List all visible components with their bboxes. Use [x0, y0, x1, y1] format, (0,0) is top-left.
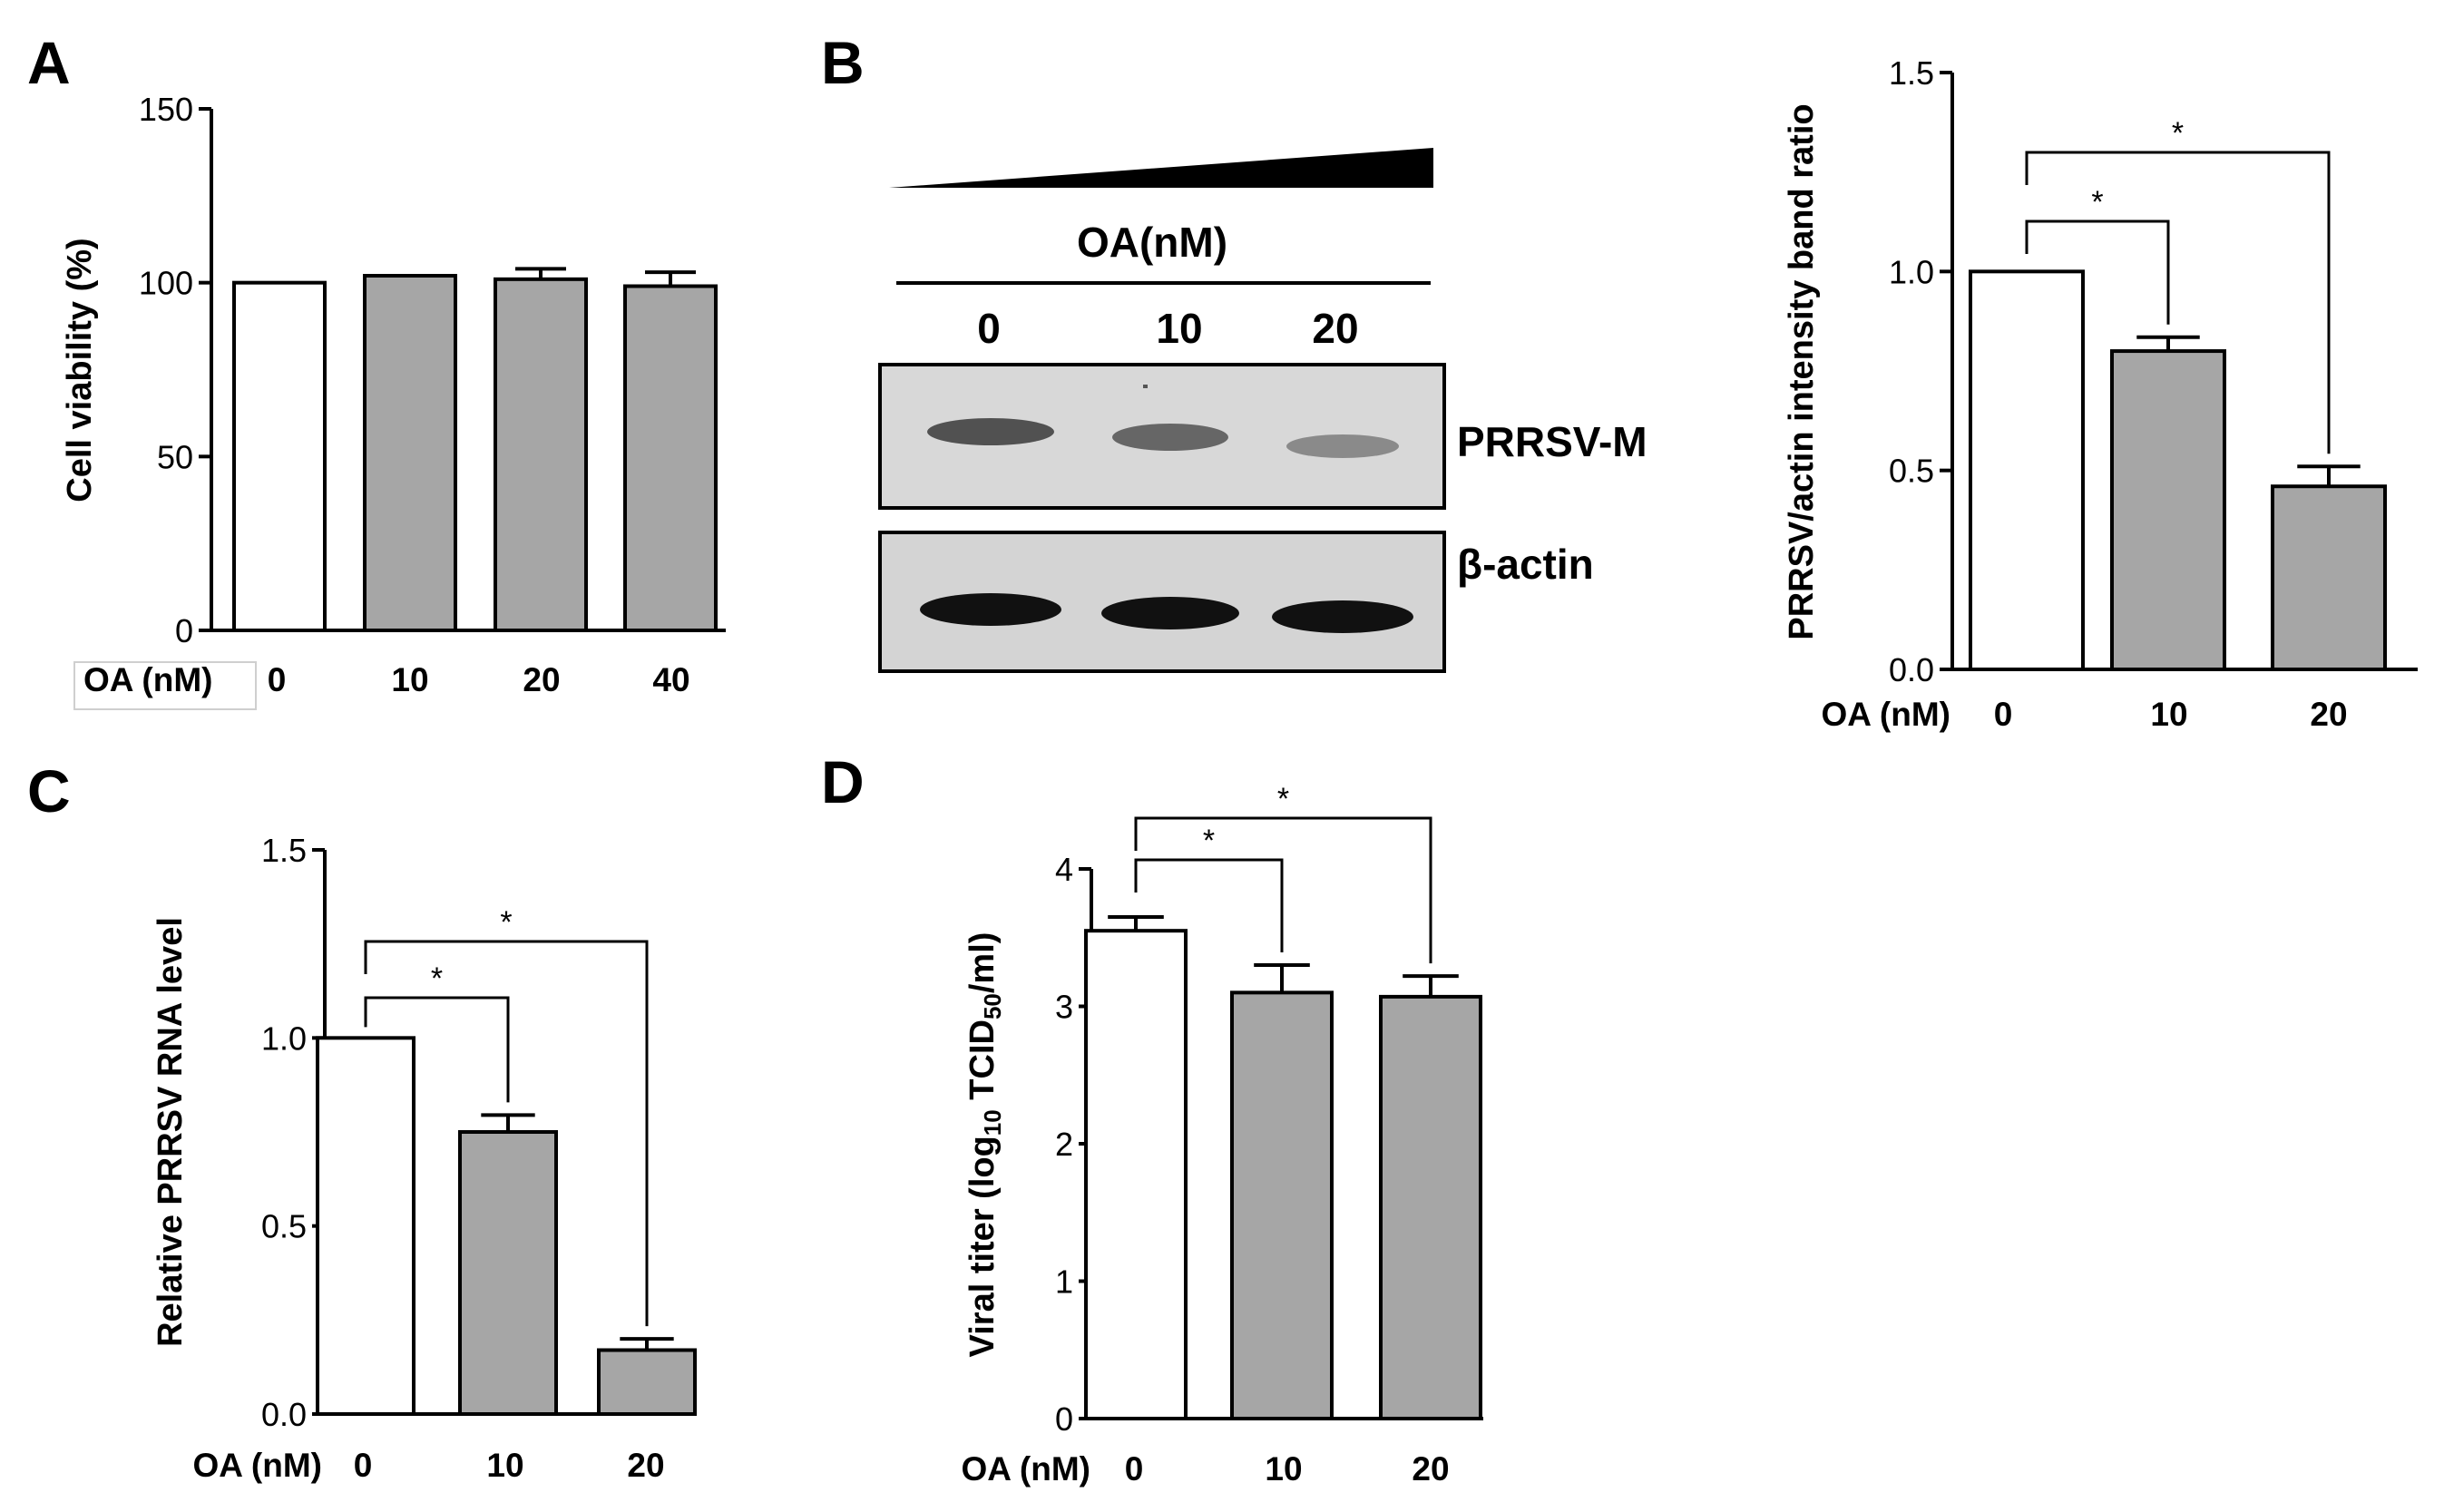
y-tick-label: 2	[1055, 1126, 1073, 1163]
panel-letter-a: A	[27, 29, 71, 96]
y-tick-label: 1	[1055, 1263, 1073, 1301]
significance-star: *	[1203, 824, 1215, 858]
bar	[2110, 349, 2226, 671]
x-tick-label: 10	[391, 661, 428, 698]
wb-band-label-beta-actin: β-actin	[1457, 541, 1594, 588]
chart-cell-viability: 0 50 100 150 0 10 20 40 OA (nM) Cell viability (%…	[61, 91, 726, 710]
x-tick-label: 10	[1265, 1450, 1302, 1488]
y-tick-label: 50	[157, 438, 193, 475]
x-tick-label: 0	[1125, 1450, 1144, 1488]
x-tick-label: 40	[652, 661, 689, 698]
bar	[1230, 990, 1334, 1420]
x-tick-label: 20	[2310, 696, 2347, 733]
y-axis-label-part: TCID	[963, 1019, 1002, 1109]
significance-star: *	[2091, 185, 2103, 219]
y-axis-label-part: /ml)	[963, 932, 1002, 994]
wb-lane-label: 20	[1312, 305, 1358, 352]
y-tick-label: 100	[139, 265, 193, 302]
bar	[1379, 994, 1482, 1421]
y-axis-label-subscript: 50	[979, 993, 1006, 1019]
bar	[597, 1348, 697, 1417]
y-tick-label: 1.0	[261, 1019, 307, 1057]
y-axis-label: Cell viability (%)	[61, 238, 99, 502]
significance-star: *	[1277, 782, 1289, 816]
y-tick-label: 150	[139, 91, 193, 128]
wb-treatment-label: OA(nM)	[1077, 219, 1227, 266]
chart-band-ratio: 0.0 0.5 1.0 1.5 0 10 20 OA (nM) PRRSV/actin inte…	[1783, 54, 2418, 733]
bar	[2271, 484, 2387, 671]
wb-lane-label: 10	[1156, 305, 1202, 352]
panel-letter-c: C	[27, 757, 71, 824]
significance-bracket	[1134, 858, 1284, 953]
y-tick-label: 1.5	[1889, 54, 1934, 92]
x-tick-label: 20	[523, 661, 560, 698]
x-axis-label: OA (nM)	[1822, 696, 1950, 733]
significance-bracket	[2025, 151, 2331, 454]
bar	[316, 1036, 415, 1417]
wb-band	[927, 418, 1054, 445]
significance-bracket	[1134, 816, 1432, 964]
x-tick-label: 0	[354, 1447, 373, 1484]
wb-band-label-prrsv-m: PRRSV-M	[1457, 418, 1647, 465]
x-tick-label: 20	[627, 1447, 664, 1484]
significance-bracket	[2025, 219, 2170, 325]
y-tick-label: 0.5	[1889, 453, 1934, 490]
x-tick-label: 20	[1412, 1450, 1449, 1488]
bar	[363, 274, 457, 632]
wb-band	[920, 593, 1061, 626]
y-tick-label: 3	[1055, 989, 1073, 1026]
y-tick-label: 0	[175, 612, 193, 649]
chart-rna-level: 0.0 0.5 1.0 1.5 0 10 20 OA (nM) Relative PRRSV R…	[152, 832, 697, 1484]
y-tick-label: 0.5	[261, 1208, 307, 1245]
bar	[494, 277, 588, 632]
x-label-box	[73, 661, 257, 710]
y-axis-label: Relative PRRSV RNA level	[152, 917, 190, 1347]
significance-star: *	[500, 905, 512, 940]
x-axis-label: OA (nM)	[962, 1450, 1090, 1488]
x-axis-label: OA (nM)	[193, 1447, 322, 1484]
x-tick-label: 0	[1994, 696, 2013, 733]
wb-lane-label: 0	[977, 305, 1001, 352]
panel-letter-b: B	[821, 29, 865, 96]
significance-bracket	[364, 940, 649, 1327]
wb-speck	[1143, 385, 1148, 388]
bar	[232, 280, 327, 632]
western-blot: OA(nM) 0 10 20 PRRSV-M β-actin	[878, 148, 1647, 673]
wb-band	[1286, 434, 1399, 458]
wb-band	[1101, 597, 1239, 629]
concentration-gradient-wedge	[889, 148, 1433, 188]
bar	[458, 1130, 558, 1416]
bar	[623, 284, 718, 632]
significance-star: *	[431, 961, 443, 996]
wb-band	[1272, 600, 1413, 633]
significance-star: *	[2172, 116, 2184, 151]
y-axis-label: Viral titer (log10 TCID50/ml)	[963, 932, 1006, 1358]
y-tick-label: 1.5	[261, 832, 307, 869]
y-tick-label: 4	[1055, 851, 1073, 888]
x-tick-label: 10	[2150, 696, 2187, 733]
panel-letter-d: D	[821, 748, 865, 815]
x-tick-label: 10	[486, 1447, 523, 1484]
y-tick-label: 0.0	[261, 1396, 307, 1433]
x-tick-label: 0	[268, 661, 287, 698]
significance-bracket	[364, 996, 510, 1103]
y-tick-label: 0	[1055, 1400, 1073, 1438]
y-tick-label: 0.0	[1889, 651, 1934, 688]
y-tick-label: 1.0	[1889, 253, 1934, 290]
bar	[1084, 929, 1188, 1421]
x-axis-label: OA (nM)	[83, 661, 212, 698]
bar	[1969, 269, 2085, 671]
y-axis-label: PRRSV/actin intensity band ratio	[1783, 103, 1821, 639]
wb-band	[1112, 424, 1228, 451]
y-axis-label-part: Viral titer (log	[963, 1136, 1002, 1357]
y-axis-label-subscript: 10	[979, 1109, 1006, 1136]
